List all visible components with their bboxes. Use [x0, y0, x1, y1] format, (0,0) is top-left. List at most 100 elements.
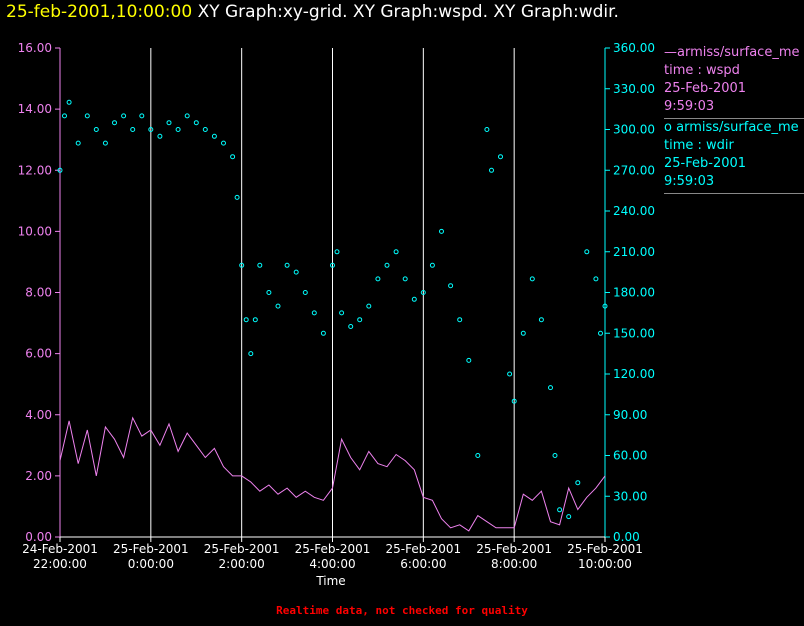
x-tick-label-time: 8:00:00: [491, 557, 537, 571]
wdir-point: [139, 113, 145, 119]
wdir-series: [57, 99, 608, 520]
wdir-point: [166, 120, 172, 126]
wdir-point: [148, 127, 154, 132]
wdir-point: [538, 317, 544, 323]
right-tick-label: 90.00: [613, 408, 647, 422]
x-tick-label-date: 25-Feb-2001: [295, 542, 371, 556]
wdir-point: [602, 303, 608, 309]
legend-wdir: o armiss/surface_me time : wdir 25-Feb-2…: [664, 119, 804, 194]
wdir-point: [439, 228, 444, 234]
wdir-point: [266, 290, 272, 295]
wdir-point: [102, 140, 108, 146]
right-tick-label: 30.00: [613, 489, 647, 503]
wdir-point: [66, 99, 72, 105]
wdir-point: [420, 290, 426, 295]
right-tick-label: 180.00: [613, 286, 655, 300]
wdir-point: [112, 120, 117, 126]
wdir-point: [429, 262, 435, 268]
x-tick-label-time: 22:00:00: [33, 557, 87, 571]
wdir-point: [339, 310, 345, 316]
wdir-point: [84, 113, 90, 119]
right-tick-label: 270.00: [613, 163, 655, 177]
wdir-point: [230, 154, 236, 160]
wdir-point: [375, 276, 381, 282]
header-timestamp: 25-feb-2001,10:00:00: [6, 2, 193, 22]
wdir-point: [221, 140, 226, 146]
wdir-point: [598, 330, 603, 336]
wdir-point: [366, 303, 372, 309]
legend: —armiss/surface_me time : wspd 25-Feb-20…: [664, 44, 804, 194]
right-tick-label: 60.00: [613, 449, 647, 463]
wdir-point: [466, 357, 472, 363]
wdir-point: [507, 371, 513, 377]
x-ticks: 24-Feb-200122:00:0025-Feb-20010:00:0025-…: [22, 537, 643, 571]
chart-header: 25-feb-2001,10:00:00 XY Graph:xy-grid. X…: [6, 2, 619, 22]
wdir-point: [275, 303, 281, 309]
right-tick-label: 150.00: [613, 326, 655, 340]
wdir-point: [348, 324, 354, 329]
legend-wdir-symbol: o: [664, 120, 672, 135]
wdir-point: [234, 194, 240, 200]
wdir-point: [511, 398, 517, 404]
wdir-point: [552, 453, 558, 458]
wdir-point: [498, 154, 503, 160]
legend-wspd-var: time : wspd: [664, 63, 740, 78]
right-y-ticks: 0.00 30.00 60.00 90.00 120.00 150.00 180.00 210…: [605, 41, 655, 544]
wdir-point: [330, 262, 335, 268]
left-tick-label: 2.00: [25, 469, 52, 483]
wdir-point: [211, 133, 217, 139]
legend-wdir-name: o armiss/surface_me: [664, 120, 799, 135]
wdir-point: [557, 507, 563, 513]
wdir-point: [202, 127, 208, 132]
wdir-point: [257, 262, 263, 268]
wdir-point: [593, 276, 599, 282]
wdir-point: [62, 113, 67, 119]
x-tick-label-time: 4:00:00: [309, 557, 355, 571]
wdir-point: [248, 351, 254, 357]
header-graph-titles: XY Graph:xy-grid. XY Graph:wspd. XY Grap…: [197, 2, 619, 22]
x-tick-label-date: 25-Feb-2001: [204, 542, 280, 556]
left-tick-label: 16.00: [18, 41, 52, 55]
vertical-grid: [150, 48, 515, 537]
x-axis-label: Time: [315, 574, 345, 588]
wdir-point: [489, 167, 494, 173]
wdir-point: [175, 127, 181, 132]
wdir-point: [575, 480, 581, 486]
legend-wspd: —armiss/surface_me time : wspd 25-Feb-20…: [664, 44, 804, 119]
legend-wspd-symbol: —: [664, 45, 677, 60]
left-tick-label: 10.00: [18, 224, 52, 238]
x-tick-label-date: 25-Feb-2001: [385, 542, 461, 556]
wdir-point: [584, 249, 590, 255]
wdir-point: [384, 262, 390, 268]
right-tick-label: 360.00: [613, 41, 655, 55]
legend-wdir-date: 25-Feb-2001: [664, 156, 747, 171]
left-tick-label: 14.00: [18, 102, 52, 116]
wdir-point: [357, 317, 363, 323]
wdir-point: [566, 514, 572, 520]
left-tick-label: 6.00: [25, 347, 52, 361]
wdir-point: [93, 127, 99, 132]
wdir-point: [252, 317, 258, 323]
wdir-point: [121, 113, 127, 119]
legend-wspd-time: 9:59:03: [664, 99, 715, 114]
wdir-point: [157, 133, 163, 139]
x-tick-label-date: 24-Feb-2001: [22, 542, 98, 556]
x-tick-label-time: 10:00:00: [578, 557, 632, 571]
wdir-point: [475, 453, 481, 458]
legend-wdir-var: time : wdir: [664, 138, 734, 153]
wdir-point: [293, 269, 299, 275]
wdir-point: [334, 249, 340, 255]
wdir-point: [393, 249, 399, 255]
wdir-point: [284, 262, 290, 268]
wdir-point: [484, 127, 490, 132]
right-tick-label: 330.00: [613, 82, 655, 96]
legend-wspd-name: —armiss/surface_me: [664, 45, 800, 60]
wspd-line: [59, 416, 606, 532]
right-tick-label: 0.00: [613, 530, 640, 544]
left-tick-label: 4.00: [25, 408, 52, 422]
wdir-point: [548, 385, 553, 391]
legend-wdir-time: 9:59:03: [664, 174, 715, 189]
wdir-point: [529, 276, 535, 282]
x-tick-label-date: 25-Feb-2001: [113, 542, 189, 556]
